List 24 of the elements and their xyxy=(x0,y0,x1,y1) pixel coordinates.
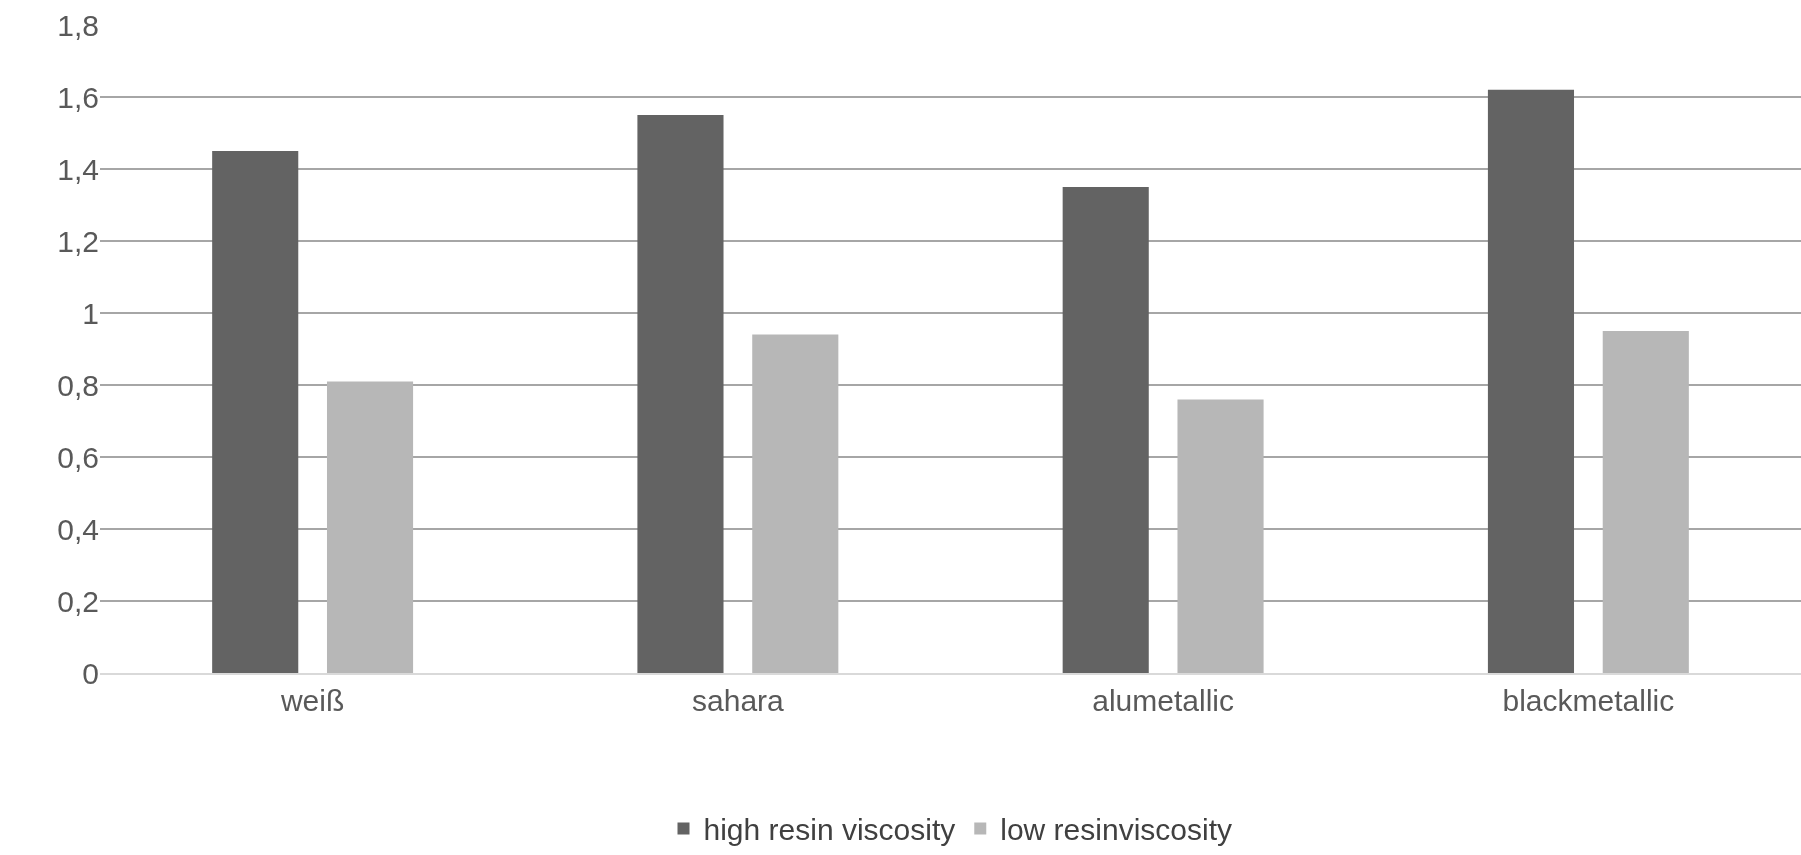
bar xyxy=(1602,331,1689,673)
bar xyxy=(326,381,414,673)
bar xyxy=(752,334,839,673)
y-tick-label: 1,2 xyxy=(57,224,99,258)
y-tick-label: 1,4 xyxy=(57,152,99,186)
legend-label: low resinviscosity xyxy=(1000,813,1232,847)
y-tick-label: 1,8 xyxy=(57,8,99,42)
y-tick-label: 0,6 xyxy=(57,440,99,474)
y-tick-label: 1,6 xyxy=(57,80,99,114)
y-tick-label: 0,4 xyxy=(57,512,99,546)
y-tick-label: 0,8 xyxy=(57,368,99,402)
y-tick-label: 0 xyxy=(82,656,99,690)
y-tick-label: 1 xyxy=(82,296,99,330)
bar xyxy=(1062,187,1149,673)
bar xyxy=(637,115,724,673)
x-tick-label: blackmetallic xyxy=(1502,684,1675,717)
x-tick-label: sahara xyxy=(692,684,785,717)
bar xyxy=(1177,399,1264,673)
bar xyxy=(212,151,299,673)
x-tick-label: alumetallic xyxy=(1092,684,1234,717)
legend-label: high resin viscosity xyxy=(703,813,956,847)
x-tick-label: weiß xyxy=(279,684,345,717)
bar xyxy=(1487,89,1575,673)
y-tick-label: 0,2 xyxy=(57,584,99,618)
